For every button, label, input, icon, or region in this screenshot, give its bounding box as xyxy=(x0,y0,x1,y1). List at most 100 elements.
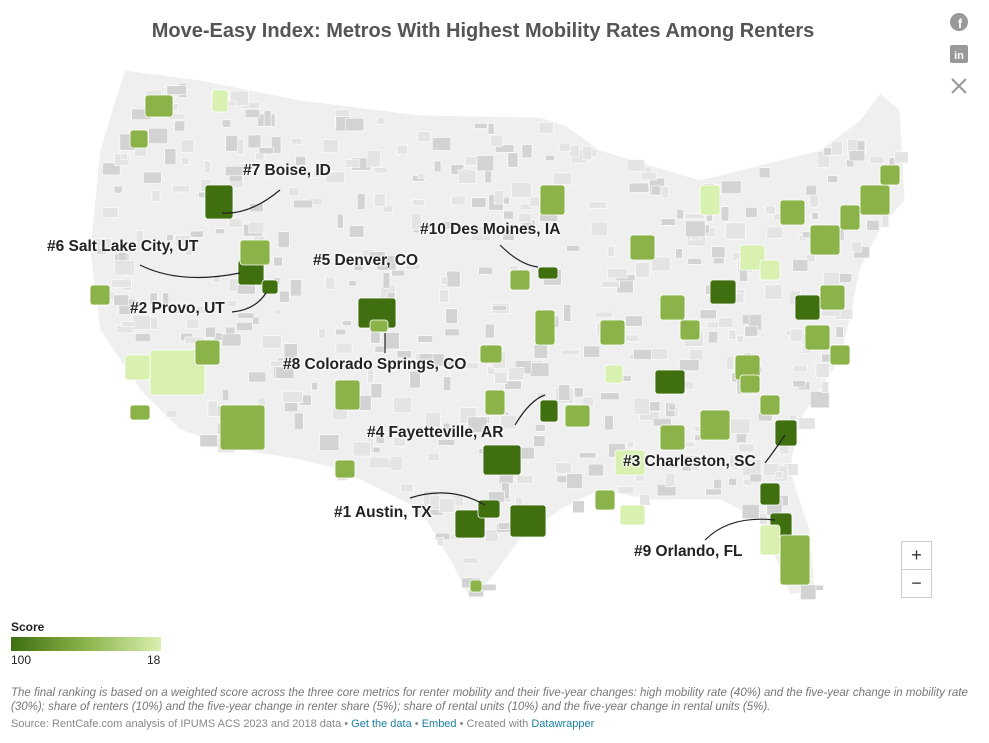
county xyxy=(601,280,620,288)
county xyxy=(639,494,651,506)
county xyxy=(353,260,364,271)
metro-area[interactable] xyxy=(774,419,798,447)
county xyxy=(228,218,243,228)
metro-area[interactable] xyxy=(144,94,174,118)
metro-area[interactable] xyxy=(124,354,151,381)
metro-area[interactable] xyxy=(709,279,737,305)
us-counties-map[interactable] xyxy=(0,55,989,615)
metro-area[interactable] xyxy=(819,284,846,311)
metro-area[interactable] xyxy=(779,199,806,226)
metro-area[interactable] xyxy=(211,89,229,113)
metro-area[interactable] xyxy=(739,374,761,394)
county xyxy=(318,328,326,339)
x-icon[interactable] xyxy=(949,76,969,96)
metro-area[interactable] xyxy=(599,319,626,346)
metro-area[interactable] xyxy=(699,409,731,441)
county xyxy=(835,326,844,338)
metro-area[interactable] xyxy=(759,394,781,416)
facebook-icon[interactable]: f xyxy=(949,12,969,32)
county xyxy=(741,504,760,519)
metro-area[interactable] xyxy=(654,369,686,395)
county xyxy=(749,473,762,483)
county xyxy=(713,478,722,490)
metro-area[interactable] xyxy=(129,129,149,149)
metro-area[interactable] xyxy=(779,534,811,586)
linkedin-icon[interactable]: in xyxy=(949,44,969,64)
county xyxy=(725,355,735,371)
county xyxy=(815,362,830,378)
metro-area[interactable] xyxy=(484,389,506,416)
metro-area[interactable] xyxy=(239,239,271,266)
county xyxy=(425,411,441,428)
county xyxy=(894,151,909,164)
metro-area[interactable] xyxy=(614,449,646,476)
metro-area[interactable] xyxy=(89,284,111,306)
metro-area[interactable] xyxy=(679,319,701,341)
metro-area[interactable] xyxy=(469,579,483,593)
zoom-out-button[interactable]: − xyxy=(901,569,932,598)
metro-area[interactable] xyxy=(194,339,221,366)
metro-area[interactable] xyxy=(759,482,781,506)
metro-area[interactable] xyxy=(509,504,547,538)
county xyxy=(492,305,507,311)
metro-area[interactable] xyxy=(759,524,781,556)
datawrapper-link[interactable]: Datawrapper xyxy=(531,718,595,730)
metro-area[interactable] xyxy=(794,294,821,321)
county xyxy=(529,362,550,377)
county xyxy=(566,473,583,489)
county xyxy=(793,365,808,373)
metro-area[interactable] xyxy=(479,344,503,364)
metro-area[interactable] xyxy=(804,324,831,351)
metro-area[interactable] xyxy=(334,459,356,479)
county xyxy=(711,246,726,259)
county xyxy=(277,231,290,248)
metro-area[interactable] xyxy=(482,444,522,476)
metro-area[interactable] xyxy=(219,404,266,451)
metro-area[interactable] xyxy=(369,319,389,333)
metro-area[interactable] xyxy=(204,184,234,220)
metro-area[interactable] xyxy=(594,489,616,511)
county xyxy=(207,400,218,417)
metro-area[interactable] xyxy=(334,379,361,411)
county xyxy=(470,226,491,242)
metro-area[interactable] xyxy=(261,279,279,295)
metro-area[interactable] xyxy=(454,509,486,539)
metro-area[interactable] xyxy=(829,344,851,366)
metro-area[interactable] xyxy=(629,234,656,261)
metro-area[interactable] xyxy=(739,244,766,271)
metro-area[interactable] xyxy=(879,164,901,186)
county xyxy=(205,326,216,338)
metro-area[interactable] xyxy=(859,184,891,216)
embed-link[interactable]: Embed xyxy=(421,718,457,730)
get-data-link[interactable]: Get the data xyxy=(351,718,412,730)
metro-area[interactable] xyxy=(839,204,861,231)
metro-area[interactable] xyxy=(539,399,559,423)
metro-area[interactable] xyxy=(129,404,151,421)
metro-area[interactable] xyxy=(809,224,841,256)
metro-area[interactable] xyxy=(539,184,566,216)
county xyxy=(588,201,607,209)
county xyxy=(635,262,650,278)
county xyxy=(370,383,383,399)
metro-area[interactable] xyxy=(759,259,781,281)
metro-area[interactable] xyxy=(659,424,686,451)
county xyxy=(676,209,685,220)
county xyxy=(668,403,676,411)
county xyxy=(588,463,604,477)
metro-area[interactable] xyxy=(564,404,591,428)
metro-area[interactable] xyxy=(604,364,624,384)
county xyxy=(249,202,264,213)
label-provo: #2 Provo, UT xyxy=(130,300,225,317)
county xyxy=(325,276,336,290)
county xyxy=(446,270,461,288)
metro-area[interactable] xyxy=(509,269,531,291)
metro-area[interactable] xyxy=(659,294,686,321)
county xyxy=(172,185,190,193)
zoom-in-button[interactable]: + xyxy=(901,541,932,570)
metro-area[interactable] xyxy=(537,266,559,280)
county xyxy=(668,460,680,469)
county xyxy=(135,230,144,245)
metro-area[interactable] xyxy=(619,504,646,526)
metro-area[interactable] xyxy=(534,309,556,346)
metro-area[interactable] xyxy=(699,184,721,216)
